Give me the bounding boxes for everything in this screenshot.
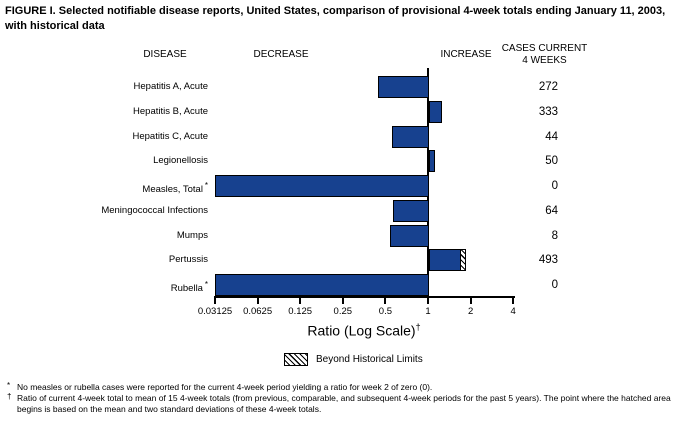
cases-current-4-weeks-value: 50 bbox=[545, 155, 558, 168]
column-header-increase: INCREASE bbox=[440, 49, 492, 60]
axis-tick-label: 4 bbox=[510, 306, 516, 317]
axis-tick bbox=[214, 298, 216, 304]
disease-label: Pertussis bbox=[168, 254, 208, 266]
cases-current-4-weeks-value: 493 bbox=[538, 254, 558, 267]
axis-tick-label: 0.5 bbox=[378, 306, 392, 317]
ratio-bar bbox=[429, 150, 435, 173]
beyond-historical-limits-hatch bbox=[460, 250, 466, 271]
disease-label: Rubella * bbox=[170, 280, 208, 295]
disease-label: Measles, Total * bbox=[142, 181, 208, 196]
legend-label: Beyond Historical Limits bbox=[316, 354, 423, 365]
axis-tick-label: 0.125 bbox=[288, 306, 313, 317]
ratio-bar bbox=[215, 274, 429, 296]
footnote: † Ratio of current 4-week total to mean o… bbox=[7, 392, 671, 415]
cases-current-4-weeks-value: 0 bbox=[551, 180, 558, 192]
x-axis-title: Ratio (Log Scale)† bbox=[215, 322, 513, 339]
footnote-marker: † bbox=[7, 392, 12, 402]
axis-tick bbox=[469, 298, 472, 304]
footnotes: * No measles or rubella cases were report… bbox=[6, 381, 684, 415]
cases-current-4-weeks-value: 0 bbox=[551, 279, 558, 291]
legend: Beyond Historical Limits bbox=[284, 353, 423, 366]
ratio-bar bbox=[393, 199, 429, 222]
ratio-bar bbox=[429, 100, 443, 123]
axis-tick-label: 0.25 bbox=[333, 306, 353, 317]
cases-current-4-weeks-value: 8 bbox=[551, 229, 558, 242]
cases-current-4-weeks-value: 64 bbox=[545, 204, 558, 217]
axis-title-text: Ratio (Log Scale) bbox=[307, 322, 416, 339]
disease-label: Mumps bbox=[176, 229, 208, 241]
axis-tick bbox=[384, 298, 387, 304]
axis-tick bbox=[341, 298, 344, 304]
disease-label: Hepatitis C, Acute bbox=[132, 130, 208, 142]
cases-header-line1: CASES CURRENT bbox=[501, 43, 588, 54]
footnote: * No measles or rubella cases were report… bbox=[7, 381, 433, 392]
ratio-bar bbox=[429, 249, 467, 272]
axis-tick bbox=[256, 298, 259, 304]
cases-header-line2: 4 WEEKS bbox=[522, 54, 567, 66]
cases-current-4-weeks-value: 272 bbox=[538, 81, 558, 93]
footnote-marker: * bbox=[7, 381, 11, 390]
hatched-swatch-icon bbox=[284, 353, 308, 366]
axis-tick-label: 1 bbox=[425, 306, 431, 317]
axis-tick-label: 0.03125 bbox=[197, 306, 233, 317]
axis-tick bbox=[299, 298, 302, 304]
column-header-disease: DISEASE bbox=[143, 49, 187, 60]
ratio-bar bbox=[377, 76, 429, 98]
footnote-marker: * bbox=[204, 181, 208, 190]
column-header-cases-current-4-weeks: CASES CURRENT 4 WEEKS bbox=[496, 43, 593, 66]
axis-tick-label: 0.0625 bbox=[243, 306, 273, 317]
axis-tick-label: 2 bbox=[467, 306, 474, 317]
cases-current-4-weeks-value: 333 bbox=[538, 105, 558, 118]
disease-label: Hepatitis A, Acute bbox=[133, 81, 208, 92]
ratio-bar bbox=[392, 125, 429, 148]
x-axis-line bbox=[214, 296, 515, 298]
ratio-bar bbox=[390, 224, 429, 247]
footnote-marker: * bbox=[204, 280, 208, 289]
cases-current-4-weeks-value: 44 bbox=[545, 130, 558, 143]
ratio-bar bbox=[215, 175, 429, 197]
column-header-decrease: DECREASE bbox=[253, 49, 309, 60]
axis-tick bbox=[512, 298, 515, 304]
figure-title: FIGURE I. Selected notifiable disease re… bbox=[5, 5, 666, 33]
disease-label: Legionellosis bbox=[153, 155, 208, 167]
axis-tick bbox=[427, 298, 429, 304]
disease-label: Hepatitis B, Acute bbox=[133, 105, 208, 117]
axis-title-dagger: † bbox=[415, 322, 421, 332]
disease-label: Meningococcal Infections bbox=[101, 204, 208, 216]
